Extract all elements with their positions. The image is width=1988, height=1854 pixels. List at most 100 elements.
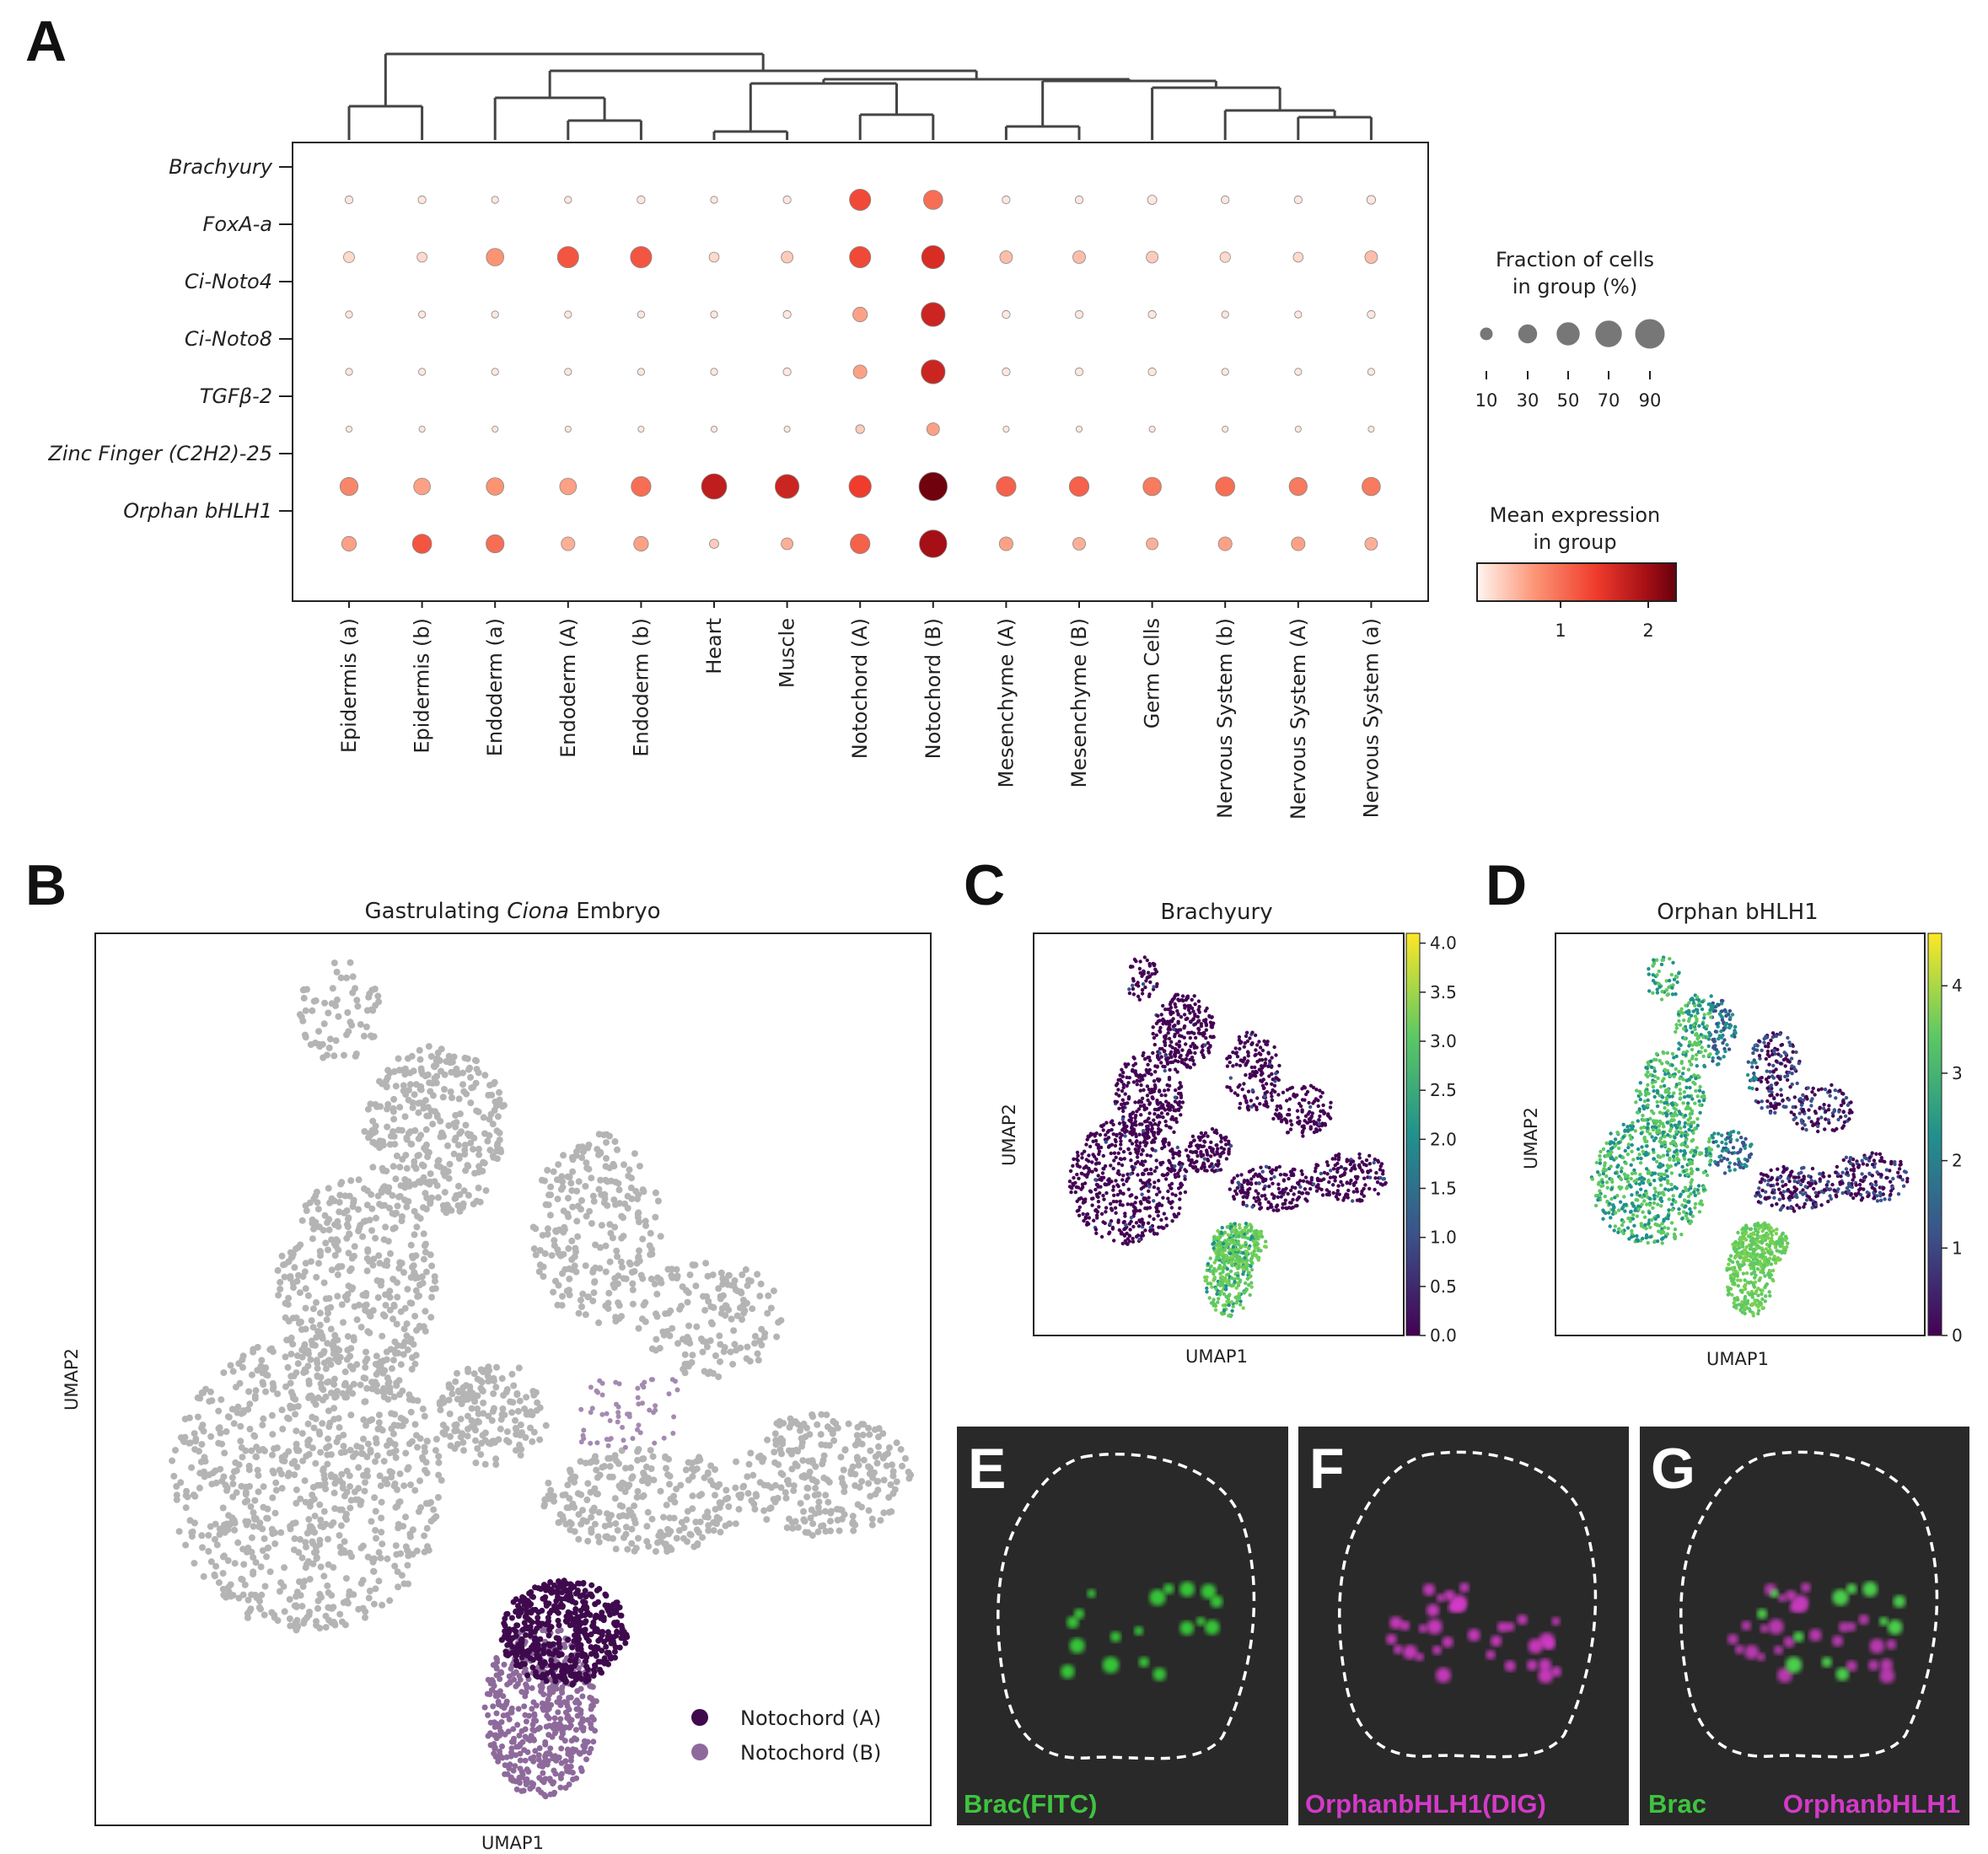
umap-point <box>200 1572 207 1580</box>
umap-point <box>710 1518 717 1526</box>
umap-point <box>397 1415 405 1421</box>
umap-point <box>654 1539 661 1546</box>
umap-point <box>1111 1188 1115 1192</box>
umap-point <box>643 1523 651 1530</box>
umap-point <box>539 1232 546 1239</box>
umap-point <box>1306 1191 1310 1196</box>
umap-point <box>1255 1060 1260 1064</box>
umap-point <box>865 1424 873 1432</box>
umap-point <box>305 1516 313 1524</box>
umap-point <box>278 1406 286 1414</box>
umap-point <box>653 1313 661 1320</box>
umap-point <box>749 1305 756 1313</box>
umap-point <box>390 1301 398 1309</box>
umap-point <box>1138 959 1142 964</box>
umap-point <box>1131 1110 1136 1115</box>
umap-point <box>893 1478 900 1486</box>
umap-point <box>823 1411 830 1419</box>
umap-point-notochord-a <box>599 1647 605 1654</box>
umap-point-notochord-b <box>622 1444 628 1450</box>
umap-point <box>428 1262 436 1270</box>
umap-point <box>773 1333 781 1341</box>
umap-point <box>343 974 350 981</box>
umap-point <box>330 959 338 967</box>
umap-point <box>1295 1197 1299 1202</box>
umap-point <box>1248 1076 1252 1080</box>
umap-point <box>1175 1070 1179 1074</box>
umap-point <box>1159 1013 1163 1017</box>
umap-point <box>454 1070 462 1077</box>
dot-marker <box>1367 309 1376 320</box>
umap-point <box>309 1324 317 1331</box>
umap-point <box>1232 1176 1237 1180</box>
umap-point <box>1135 1143 1139 1147</box>
umap-point <box>428 1285 436 1292</box>
umap-point <box>269 1431 277 1438</box>
umap-point <box>1117 1121 1122 1126</box>
umap-point <box>1138 1200 1143 1204</box>
umap-point <box>1262 1187 1266 1191</box>
umap-point <box>683 1338 690 1346</box>
umap-point-notochord-b <box>559 1684 566 1690</box>
umap-point-notochord-b <box>527 1786 534 1792</box>
umap-point <box>595 1319 603 1326</box>
umap-point-notochord-a <box>555 1673 561 1679</box>
umap-point-notochord-a <box>545 1632 552 1639</box>
umap-point <box>837 1454 845 1461</box>
umap-point <box>341 1368 349 1376</box>
umap-point <box>786 1423 793 1431</box>
umap-point <box>648 1515 656 1523</box>
umap-point <box>697 1335 705 1342</box>
umap-point-notochord-b <box>536 1775 543 1781</box>
size-legend-title-1: Fraction of cells <box>1496 248 1654 271</box>
umap-point-notochord-b <box>506 1716 513 1722</box>
umap-point <box>378 1498 385 1506</box>
umap-point <box>353 997 361 1004</box>
umap-point <box>386 1306 394 1314</box>
umap-point-notochord-b <box>517 1757 524 1764</box>
umap-point <box>598 1222 605 1229</box>
umap-point <box>278 1485 286 1492</box>
umap-point <box>1362 1194 1367 1198</box>
umap-point <box>547 1183 555 1190</box>
umap-point <box>595 1508 603 1516</box>
umap-point <box>525 1409 533 1416</box>
umap-point <box>814 1503 822 1511</box>
umap-point-notochord-a <box>549 1662 555 1668</box>
umap-point <box>309 1444 316 1452</box>
umap-point <box>1137 1144 1142 1148</box>
size-legend-title-2: in group (%) <box>1512 275 1637 298</box>
umap-point <box>729 1361 737 1368</box>
umap-point <box>304 1420 312 1427</box>
umap-point-notochord-b <box>567 1757 574 1764</box>
umap-point-notochord-a <box>579 1652 585 1659</box>
umap-point-notochord-b <box>566 1781 572 1787</box>
dot-marker <box>341 535 357 552</box>
umap-point-notochord-b <box>533 1702 540 1709</box>
umap-point <box>1163 1054 1168 1058</box>
dot-marker <box>1148 425 1156 433</box>
umap-point <box>1319 1109 1323 1114</box>
umap-point <box>1133 1161 1138 1166</box>
umap-point-notochord-b <box>641 1384 647 1390</box>
umap-point <box>588 1174 595 1182</box>
umap-point-notochord-b <box>636 1422 642 1428</box>
umap-point <box>395 1583 401 1591</box>
umap-point <box>361 1487 368 1495</box>
umap-point <box>297 1495 304 1502</box>
umap-point <box>606 1463 614 1470</box>
umap-point <box>269 1385 277 1393</box>
umap-point <box>422 1190 429 1197</box>
gene-label: Ci-Noto8 <box>185 327 272 351</box>
umap-point <box>757 1280 765 1287</box>
umap-point-notochord-a <box>569 1681 576 1688</box>
umap-point <box>1173 1067 1178 1072</box>
dot-marker <box>413 477 431 496</box>
umap-point <box>800 1507 807 1515</box>
umap-point <box>615 1482 623 1490</box>
umap-point <box>372 1458 379 1465</box>
umap-point <box>1164 1123 1169 1128</box>
umap-point <box>343 1031 350 1039</box>
umap-point <box>1295 1093 1299 1098</box>
umap-point <box>732 1286 739 1293</box>
